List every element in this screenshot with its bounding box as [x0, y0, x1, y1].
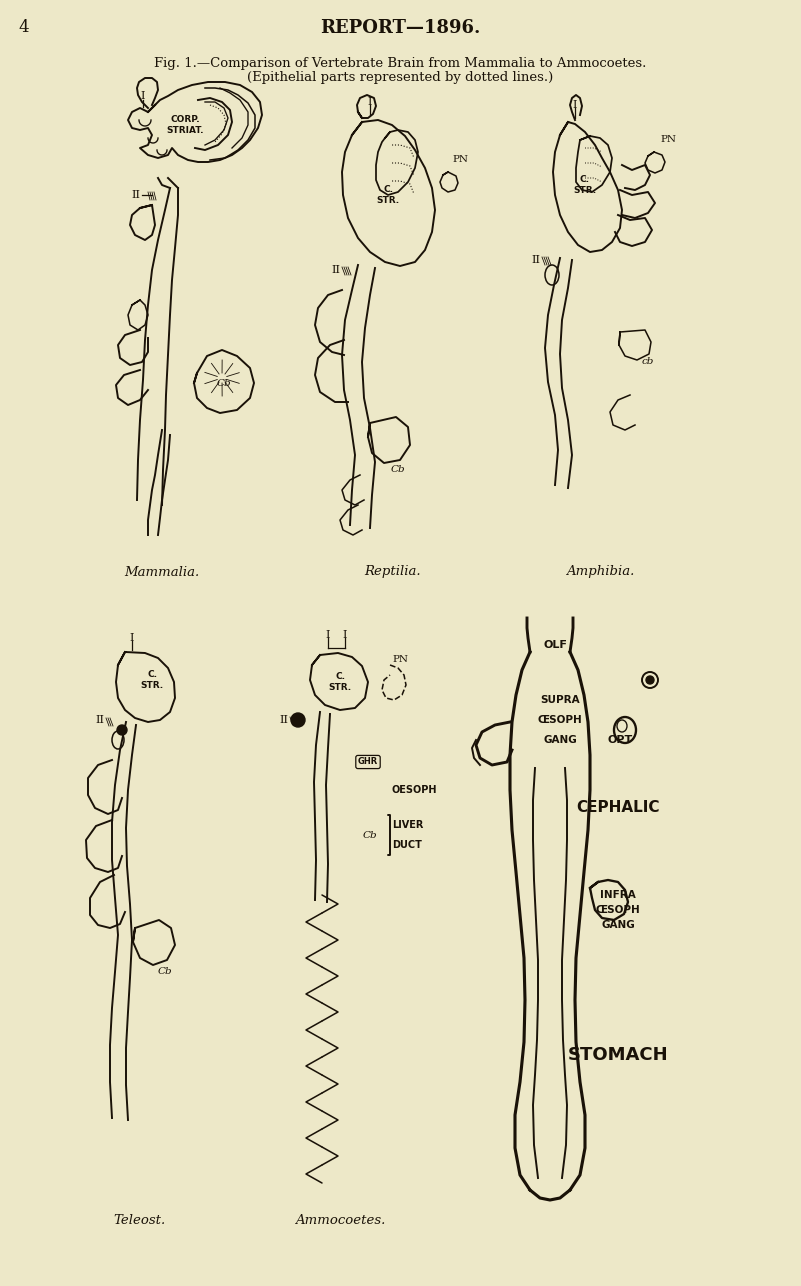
Text: Amphibia.: Amphibia.	[566, 566, 634, 579]
Text: PN: PN	[660, 135, 676, 144]
Text: I: I	[343, 630, 348, 640]
Text: I: I	[368, 96, 372, 107]
Text: REPORT—1896.: REPORT—1896.	[320, 19, 480, 37]
Text: II: II	[95, 715, 104, 725]
Text: I: I	[141, 91, 145, 102]
Text: PN: PN	[392, 656, 408, 665]
Text: DUCT: DUCT	[392, 840, 422, 850]
Text: OPT: OPT	[607, 736, 633, 745]
Text: GHR: GHR	[358, 757, 378, 766]
Text: LIVER: LIVER	[392, 820, 424, 829]
Text: INFRA: INFRA	[600, 890, 636, 900]
Text: (Epithelial parts represented by dotted lines.): (Epithelial parts represented by dotted …	[247, 72, 553, 85]
Text: C.
STR.: C. STR.	[574, 175, 597, 194]
Circle shape	[291, 712, 305, 727]
Text: Teleost.: Teleost.	[114, 1214, 166, 1227]
Circle shape	[117, 725, 127, 736]
Text: C.
STR.: C. STR.	[140, 670, 163, 689]
Circle shape	[646, 676, 654, 684]
Text: OESOPH: OESOPH	[392, 784, 437, 795]
Text: 4: 4	[18, 19, 29, 36]
Text: Reptilia.: Reptilia.	[364, 566, 421, 579]
Text: I: I	[326, 630, 330, 640]
Text: II: II	[279, 715, 288, 725]
Text: II: II	[131, 190, 140, 201]
Text: CEPHALIC: CEPHALIC	[576, 800, 660, 815]
Text: Ammocoetes.: Ammocoetes.	[295, 1214, 385, 1227]
Text: Cb: Cb	[391, 466, 405, 475]
Text: GANG: GANG	[601, 919, 635, 930]
Text: cb: cb	[642, 358, 654, 367]
Text: CORP.
STRIAT.: CORP. STRIAT.	[167, 116, 203, 135]
Text: Mammalia.: Mammalia.	[124, 566, 199, 579]
Text: ŒSOPH: ŒSOPH	[537, 715, 582, 725]
Text: OLF: OLF	[543, 640, 567, 649]
Text: SUPRA: SUPRA	[540, 694, 580, 705]
Text: I: I	[130, 633, 135, 643]
Text: II: II	[531, 255, 540, 265]
Text: C.
STR.: C. STR.	[376, 185, 400, 204]
Text: II: II	[331, 265, 340, 275]
Text: STOMACH: STOMACH	[568, 1046, 668, 1064]
Text: Fig. 1.—Comparison of Vertebrate Brain from Mammalia to Ammocoetes.: Fig. 1.—Comparison of Vertebrate Brain f…	[154, 57, 646, 69]
Text: PN: PN	[452, 156, 468, 165]
Text: GANG: GANG	[543, 736, 577, 745]
Text: I: I	[573, 100, 578, 111]
Text: Cb: Cb	[217, 378, 231, 387]
Text: ŒSOPH: ŒSOPH	[596, 905, 640, 916]
Text: Cb: Cb	[158, 967, 172, 976]
Text: Cb: Cb	[363, 831, 377, 840]
Text: C.
STR.: C. STR.	[328, 673, 352, 692]
